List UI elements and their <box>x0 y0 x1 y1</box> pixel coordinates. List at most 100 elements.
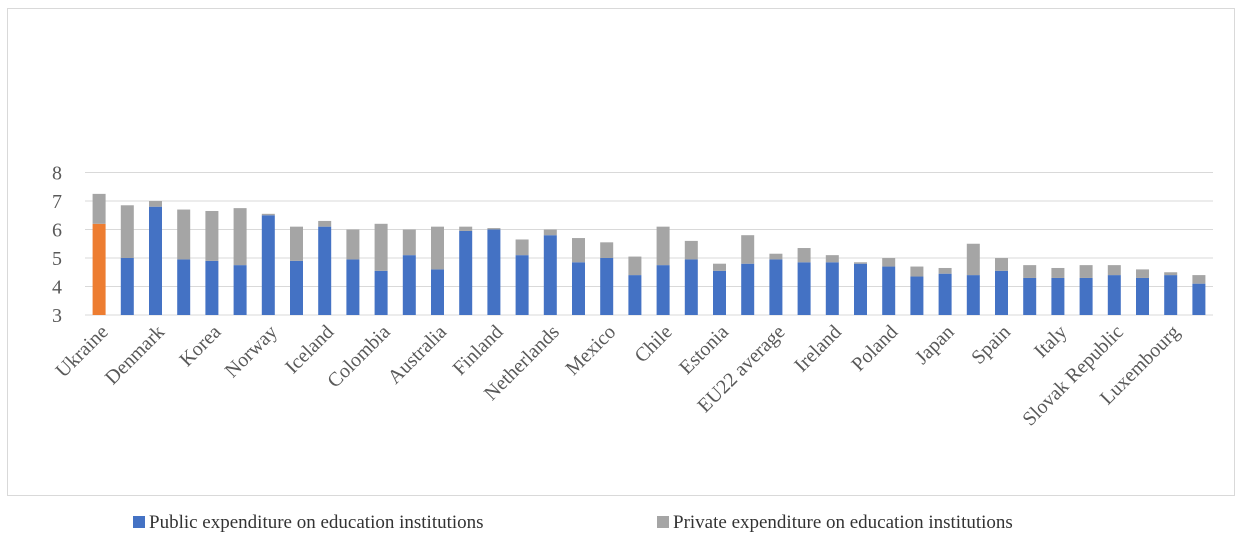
bar-public <box>628 275 642 315</box>
bar-public <box>1051 277 1065 315</box>
bar-public <box>797 262 811 315</box>
bar-public <box>177 259 191 315</box>
bar-private <box>882 258 896 267</box>
bar-private <box>205 210 219 261</box>
bar-private <box>966 243 980 276</box>
bar-private <box>431 226 444 270</box>
bar-public <box>318 226 332 315</box>
y-tick-label: 8 <box>52 163 62 185</box>
y-tick-label: 4 <box>52 277 62 299</box>
bar-private <box>572 238 585 263</box>
bar-private <box>938 267 952 274</box>
legend-item-private: Private expenditure on education institu… <box>657 512 1013 534</box>
bar-public <box>1079 277 1093 315</box>
bar-public <box>1192 283 1206 315</box>
legend-label-public: Public expenditure on education institut… <box>149 512 484 533</box>
bar-public <box>233 265 247 315</box>
bar-private <box>149 201 162 207</box>
bar-public <box>346 259 360 315</box>
chart-frame <box>7 8 1235 496</box>
bar-public <box>995 270 1008 315</box>
bar-private <box>402 229 416 256</box>
bar-public <box>290 260 303 315</box>
y-tick-label: 3 <box>52 305 62 327</box>
bar-private <box>459 226 473 231</box>
bar-public <box>543 235 557 315</box>
x-tick-label: Spain <box>967 321 1015 369</box>
bar-public <box>684 259 698 315</box>
bar-private <box>290 226 303 261</box>
bar-private <box>487 228 501 230</box>
x-tick-label: Australia <box>384 321 451 388</box>
bar-public <box>261 215 275 315</box>
bar-private <box>1192 275 1206 284</box>
gridlines <box>85 172 1213 316</box>
bar-public <box>431 269 444 315</box>
x-tick-label: Denmark <box>101 321 169 389</box>
bar-public <box>741 263 755 315</box>
bar-public <box>149 206 162 315</box>
bar-private <box>233 208 247 266</box>
x-tick-label: Korea <box>175 321 225 371</box>
bar-private <box>628 256 642 276</box>
bar-public <box>1023 277 1037 315</box>
bar-private <box>261 213 275 216</box>
x-tick-label: Mexico <box>561 321 620 380</box>
bar-private <box>797 248 811 263</box>
bar-public <box>487 229 501 315</box>
bar-public <box>1136 277 1149 315</box>
bar-public <box>656 265 670 315</box>
bar-public <box>854 263 867 315</box>
legend-label-private: Private expenditure on education institu… <box>673 512 1013 533</box>
bar-public <box>459 230 473 315</box>
x-tick-label: Chile <box>630 321 676 367</box>
bar-private <box>177 209 191 260</box>
bar-private <box>120 205 134 258</box>
bar-public <box>938 273 952 315</box>
x-tick-label: Slovak Republic <box>1018 321 1128 431</box>
bar-private <box>741 235 755 264</box>
bar-private <box>1107 265 1121 276</box>
bar-public <box>92 223 106 315</box>
bar-private <box>1051 267 1065 278</box>
bar-private <box>1136 269 1149 278</box>
bar-private <box>92 193 106 224</box>
bar-public <box>882 266 896 315</box>
bar-public <box>769 259 783 315</box>
bar-private <box>600 242 614 258</box>
bar-public <box>402 255 416 315</box>
x-tick-label: Colombia <box>323 321 394 392</box>
x-tick-label: Poland <box>847 321 902 376</box>
y-axis-ticks: 3 4 5 6 7 8 <box>52 163 62 328</box>
bar-private <box>910 266 924 277</box>
y-tick-label: 6 <box>52 220 62 242</box>
bar-public <box>374 270 388 315</box>
bar-private <box>656 226 670 266</box>
bars <box>92 193 1206 315</box>
bar-public <box>515 255 529 315</box>
bar-public <box>205 260 219 315</box>
bar-private <box>543 229 557 236</box>
bar-private <box>1164 272 1178 276</box>
bar-public <box>966 275 980 315</box>
bar-private <box>769 253 783 260</box>
bar-public <box>713 270 726 315</box>
bar-private <box>318 220 332 227</box>
bar-public <box>1164 275 1178 315</box>
bar-private <box>684 240 698 260</box>
bar-public <box>1107 275 1121 315</box>
bar-private <box>995 258 1008 271</box>
x-tick-label: Ireland <box>790 321 846 377</box>
legend-item-public: Public expenditure on education institut… <box>133 512 484 534</box>
bar-private <box>346 229 360 260</box>
bar-private <box>1079 265 1093 278</box>
x-tick-label: Italy <box>1030 321 1071 362</box>
bar-private <box>854 262 867 264</box>
bar-private <box>713 263 726 271</box>
x-tick-label: Norway <box>221 321 282 382</box>
y-tick-label: 7 <box>52 191 62 213</box>
bar-private <box>374 223 388 271</box>
bar-private <box>825 255 839 263</box>
bar-public <box>825 262 839 315</box>
